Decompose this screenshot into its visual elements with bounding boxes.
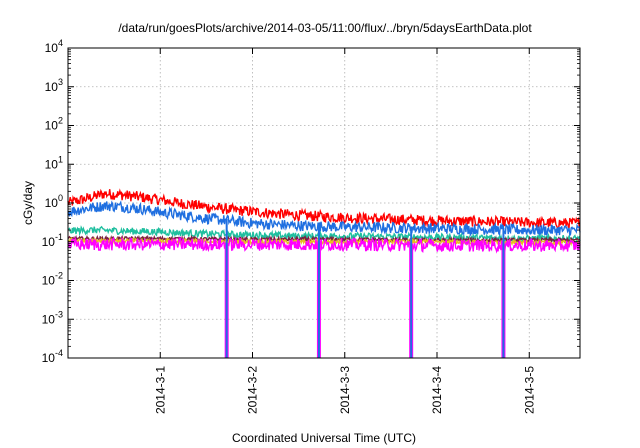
chart-title: /data/run/goesPlots/archive/2014-03-05/1… (118, 21, 532, 35)
y-tick-label: 10-2 (42, 271, 63, 288)
x-tick-label: 2014-3-5 (522, 366, 536, 414)
y-tick-label: 10-1 (42, 232, 63, 249)
series-line (67, 235, 581, 254)
x-tick-label: 2014-3-1 (153, 366, 167, 414)
x-axis-label: Coordinated Universal Time (UTC) (232, 431, 416, 445)
y-tick-label: 104 (45, 38, 63, 55)
dropout-spike (317, 224, 320, 358)
data-series (67, 188, 581, 358)
y-tick-label: 10-4 (42, 348, 63, 365)
series-line (67, 225, 581, 244)
x-tick-label: 2014-3-4 (430, 366, 444, 414)
y-tick-label: 101 (45, 154, 63, 171)
x-tick-label: 2014-3-2 (246, 366, 260, 414)
y-tick-label: 102 (45, 116, 63, 133)
y-tick-label: 10-3 (42, 309, 63, 326)
dropout-spike (410, 226, 413, 358)
x-axis: 2014-3-1 2014-3-2 2014-3-3 2014-3-4 2014-3-5 (153, 48, 536, 414)
dropout-spike (225, 218, 228, 358)
y-tick-label: 103 (45, 77, 63, 94)
y-axis: 10-4 10-3 10-2 10-1 100 101 102 103 104 (42, 38, 580, 365)
x-tick-label: 2014-3-3 (338, 366, 352, 414)
y-axis-label: cGy/day (21, 181, 35, 225)
series-line (67, 188, 581, 230)
series-line (67, 200, 581, 238)
y-tick-label: 100 (45, 193, 63, 210)
dropout-spike (502, 228, 505, 358)
